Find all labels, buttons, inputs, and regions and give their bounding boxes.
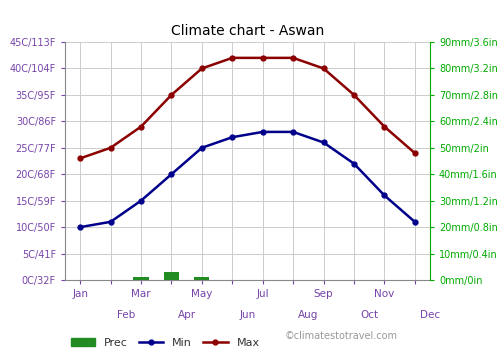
Text: Dec: Dec	[420, 310, 440, 320]
Title: Climate chart - Aswan: Climate chart - Aswan	[171, 24, 324, 38]
Text: Jun: Jun	[240, 310, 256, 320]
Bar	[194, 277, 210, 280]
Text: Aug: Aug	[298, 310, 318, 320]
Text: Oct: Oct	[360, 310, 378, 320]
Bar	[134, 277, 148, 280]
Text: Apr: Apr	[178, 310, 196, 320]
Text: Feb: Feb	[116, 310, 135, 320]
Bar	[164, 272, 179, 280]
Legend: Prec, Min, Max: Prec, Min, Max	[70, 338, 260, 348]
Text: ©climatestotravel.com: ©climatestotravel.com	[285, 331, 398, 341]
